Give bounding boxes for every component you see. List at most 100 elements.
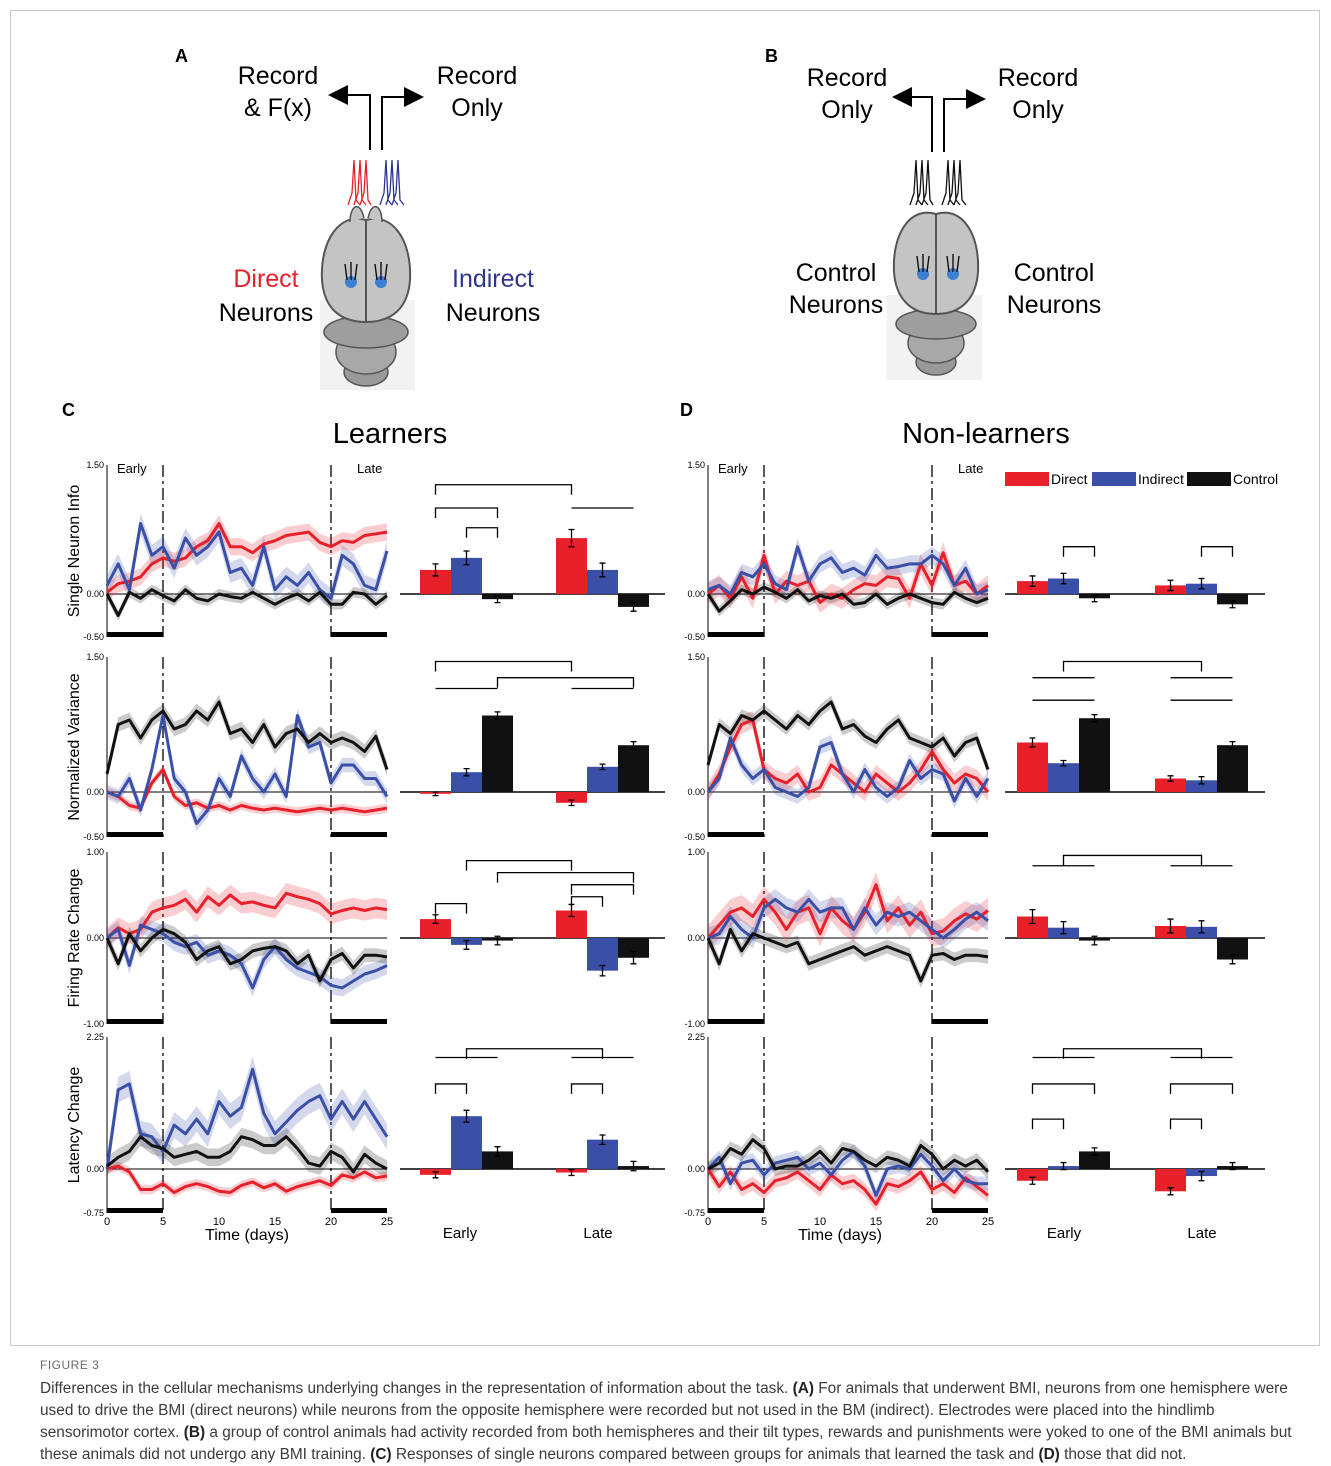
indirect-bar [451, 772, 482, 792]
indirect-bar [451, 1116, 482, 1169]
panel-a-left-arrow [328, 85, 371, 150]
y-tick-label: 0.00 [687, 933, 705, 943]
y-tick-label: -0.50 [83, 632, 104, 642]
y-tick-label: 0.00 [86, 1164, 104, 1174]
direct-error-bar [1029, 1176, 1036, 1185]
bar-chart-c-latency-change [400, 1048, 665, 1179]
y-axis-label: Firing Rate Change [66, 869, 83, 1008]
panel-a-direct-neurons-label: Neurons [219, 299, 314, 327]
xtick-label: 20 [926, 1216, 938, 1228]
y-tick-label: -0.75 [83, 1208, 104, 1218]
figure-frame [10, 10, 1320, 1346]
indirect-error-bar [1198, 1170, 1205, 1182]
control-error-bar [494, 935, 501, 946]
control-bar [1217, 938, 1248, 960]
direct-series-line [706, 883, 989, 939]
panel-d-title: Non-learners [902, 418, 1070, 450]
line-chart-c-normalized-variance: 1.50 0.00 -0.50 Normalized Variance [66, 652, 389, 842]
control-bar [1217, 594, 1248, 605]
xtick-label: 20 [325, 1216, 337, 1228]
control-bar [1217, 745, 1248, 792]
y-tick-label: 0.00 [86, 589, 104, 599]
figure-canvas: A Record & F(x) Record Only [62, 46, 1278, 1244]
significance-bracket [1062, 546, 1096, 557]
indirect-bar [1048, 578, 1079, 594]
indirect-error-bar [1060, 1161, 1067, 1171]
control-series-line [105, 927, 388, 983]
significance-bracket [1031, 1083, 1096, 1094]
bar-chart-c-firing-rate-change [400, 859, 665, 977]
legend-swatch-control [1187, 472, 1231, 486]
control-series-line [707, 1138, 990, 1173]
early-period-bar [708, 832, 764, 837]
direct-error-band [107, 1161, 387, 1198]
direct-bar [1155, 1169, 1186, 1192]
direct-series-line [105, 891, 388, 940]
significance-bracket [434, 1083, 468, 1094]
direct-series-line [106, 1164, 388, 1194]
y-tick-label: 0.00 [86, 933, 104, 943]
y-tick-label: 0.00 [687, 589, 705, 599]
control-error-bar [1091, 935, 1098, 946]
control-series-line [706, 700, 990, 771]
control-error-bar [1229, 740, 1236, 750]
panel-a-indirect-label: Indirect [452, 265, 534, 293]
direct-error-bar [568, 1168, 575, 1177]
panel-a-indirect-spikes [379, 159, 405, 206]
indirect-error-bar [599, 763, 606, 771]
direct-error-bar [1029, 908, 1036, 925]
late-period-bar [932, 632, 988, 637]
direct-bar [1155, 778, 1186, 792]
direct-error-bar [1029, 737, 1036, 748]
indirect-error-bar [599, 1134, 606, 1146]
y-tick-label: -0.50 [684, 632, 705, 642]
y-tick-label: 1.50 [687, 652, 705, 662]
indirect-error-bar [1198, 920, 1205, 934]
direct-error-bar [568, 799, 575, 807]
control-bar [618, 745, 649, 792]
panel-a-left-line1: Record [238, 62, 319, 90]
y-tick-label: 1.00 [687, 847, 705, 857]
line-xaxis-d: 0 5 10 15 20 25 Time (days) [705, 1216, 994, 1244]
xtick-label: 0 [104, 1216, 110, 1228]
y-tick-label: 1.50 [86, 652, 104, 662]
bar-xtick-early: Early [443, 1225, 478, 1242]
y-axis-label: Latency Change [66, 1067, 83, 1184]
line-chart-d-normalized-variance: 1.50 0.00 -0.50 [684, 652, 990, 842]
indirect-error-bar [1060, 921, 1067, 935]
panel-b-letter: B [765, 46, 778, 66]
panel-c-letter: C [62, 400, 75, 420]
y-tick-label: 2.25 [86, 1032, 104, 1042]
xtick-label: 5 [160, 1216, 166, 1228]
panel-a-direct-spikes [347, 159, 372, 206]
control-series-line [105, 700, 389, 775]
significance-bracket [465, 527, 499, 538]
y-tick-label: -0.75 [684, 1208, 705, 1218]
significance-bracket [570, 884, 635, 895]
y-tick-label: 0.00 [86, 787, 104, 797]
indirect-series-line [105, 1067, 389, 1170]
bar-xtick-late: Late [583, 1225, 612, 1242]
caption-segment: Responses of single neurons compared bet… [391, 1446, 1039, 1463]
indirect-error-bar [1060, 759, 1067, 767]
legend: Direct Indirect Control [1005, 471, 1278, 487]
control-error-bar [1229, 954, 1236, 965]
direct-error-bar [432, 791, 439, 797]
significance-bracket [570, 1083, 604, 1094]
early-period-bar [107, 832, 163, 837]
line-chart-c-single-neuron-info: 1.50 0.00 -0.50 Early Late Single Neuron Info [66, 460, 389, 642]
legend-label-indirect: Indirect [1138, 471, 1184, 487]
caption-segment: For animals that underwent BMI, neurons … [40, 1380, 1288, 1441]
line-chart-c-firing-rate-change: 1.00 0.00 -1.00 Firing Rate Change [66, 847, 388, 1029]
direct-series-line [706, 718, 990, 794]
indirect-error-bar [1198, 776, 1205, 785]
panel-a: A Record & F(x) Record Only [175, 46, 540, 390]
xtick-label: 15 [870, 1216, 882, 1228]
significance-bracket [1200, 546, 1234, 557]
control-series-line [706, 927, 989, 983]
direct-bar [1017, 742, 1048, 792]
indirect-series-line [106, 923, 388, 990]
bar-xtick-early: Early [1047, 1225, 1082, 1242]
panel-a-indirect-neurons-label: Neurons [446, 299, 541, 327]
late-period-bar [331, 1019, 387, 1024]
